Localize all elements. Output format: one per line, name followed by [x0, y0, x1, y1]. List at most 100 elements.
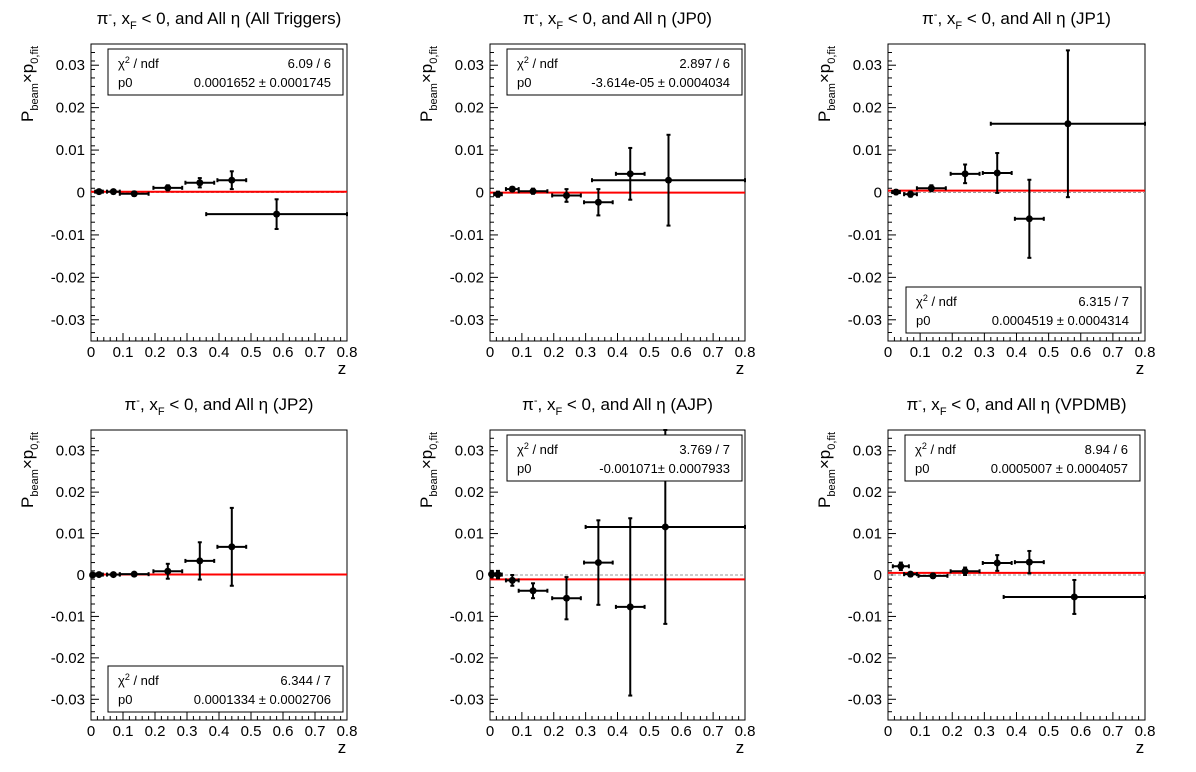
data-marker	[929, 572, 937, 580]
data-point	[891, 188, 901, 196]
y-axis-label: Pbeam×p0,fit	[815, 432, 838, 508]
y-tick-label: 0	[874, 185, 882, 202]
data-point	[591, 133, 746, 227]
data-point	[94, 571, 104, 579]
data-marker	[1070, 593, 1078, 601]
p0-label: p0	[517, 75, 531, 90]
data-marker	[508, 576, 516, 584]
x-tick-label: 0.1	[511, 723, 532, 740]
stats-box: χ2 / ndf 3.769 / 7 p0 -0.001071± 0.0007933	[506, 434, 743, 482]
chi2-ndf-value: 6.09 / 6	[288, 56, 331, 71]
y-tick-label: -0.03	[450, 691, 484, 708]
y-tick-label: 0.03	[853, 443, 882, 460]
y-tick-label: 0.01	[853, 526, 882, 543]
p0-value: -3.614e-05 ± 0.0004034	[591, 75, 730, 90]
y-tick-label: -0.02	[51, 269, 85, 286]
x-tick-label: 0.4	[209, 723, 230, 740]
x-axis-label: z	[736, 359, 745, 378]
data-marker	[95, 188, 103, 196]
stats-box: χ2 / ndf 6.315 / 7 p0 0.0004519 ± 0.0004314	[905, 286, 1142, 334]
y-tick-label: 0.03	[56, 57, 85, 74]
stats-box-frame	[107, 665, 344, 713]
y-tick-label: 0.01	[56, 142, 85, 159]
data-marker	[906, 570, 914, 578]
data-point	[903, 190, 918, 198]
y-tick-label: 0.03	[455, 443, 484, 460]
chart-panel-4: 0 0.1 0.2 0.3 0.4 0.5 0.6 0.7 0.8 -0.03 -0.02 -0.01…	[18, 395, 357, 757]
x-tick-label: 0.1	[113, 344, 134, 361]
y-axis-label: Pbeam×p0,fit	[815, 46, 838, 122]
data-point	[216, 506, 248, 587]
data-point	[981, 152, 1013, 194]
x-tick-label: 0.3	[177, 723, 198, 740]
y-tick-label: 0.02	[853, 100, 882, 117]
x-axis-label: z	[736, 738, 745, 757]
chi2-ndf-value: 2.897 / 6	[679, 56, 730, 71]
y-axis-label: Pbeam×p0,fit	[417, 46, 440, 122]
x-tick-label: 0.5	[241, 344, 262, 361]
y-tick-label: -0.02	[450, 650, 484, 667]
y-tick-label: -0.01	[848, 608, 882, 625]
data-point	[989, 49, 1146, 199]
data-marker	[961, 170, 969, 178]
x-tick-label: 0	[884, 344, 892, 361]
chi2-ndf-value: 3.769 / 7	[679, 442, 730, 457]
x-tick-label: 0.1	[511, 344, 532, 361]
data-marker	[897, 562, 905, 570]
data-marker	[494, 190, 502, 198]
p0-value: 0.0004519 ± 0.0004314	[992, 313, 1129, 328]
x-tick-label: 0.6	[671, 723, 692, 740]
chart-panel-2: 0 0.1 0.2 0.3 0.4 0.5 0.6 0.7 0.8 -0.03 -0.02 -0.01…	[417, 9, 755, 378]
data-marker	[196, 179, 204, 187]
y-tick-label: -0.02	[848, 269, 882, 286]
x-tick-label: 0.1	[910, 344, 931, 361]
data-point	[551, 576, 582, 621]
data-point	[216, 170, 248, 191]
data-marker	[95, 571, 103, 579]
x-tick-label: 0.3	[575, 344, 596, 361]
x-tick-label: 0.8	[337, 723, 358, 740]
chi2-ndf-value: 6.315 / 7	[1078, 294, 1129, 309]
data-point	[1002, 578, 1146, 615]
data-marker	[228, 543, 236, 551]
x-tick-label: 0.5	[241, 723, 262, 740]
data-marker	[273, 210, 281, 218]
y-tick-label: -0.02	[51, 650, 85, 667]
x-tick-label: 0.7	[703, 723, 724, 740]
y-tick-label: 0.02	[853, 484, 882, 501]
chart-title: π-, xF < 0, and All η (JP1)	[922, 9, 1111, 32]
y-tick-label: 0.01	[853, 142, 882, 159]
data-point	[517, 187, 549, 195]
p0-value: -0.001071± 0.0007933	[599, 461, 730, 476]
stats-box: χ2 / ndf 8.94 / 6 p0 0.0005007 ± 0.0004057	[904, 434, 1141, 482]
y-tick-label: -0.01	[51, 608, 85, 625]
y-tick-label: 0.02	[56, 100, 85, 117]
x-tick-label: 0.7	[305, 344, 326, 361]
x-tick-label: 0.5	[1038, 723, 1059, 740]
x-tick-label: 0.2	[942, 344, 963, 361]
stats-box: χ2 / ndf 6.09 / 6 p0 0.0001652 ± 0.0001745	[107, 48, 344, 96]
data-point	[184, 177, 216, 189]
y-tick-label: -0.03	[848, 691, 882, 708]
data-marker	[927, 184, 935, 192]
data-marker	[993, 559, 1001, 567]
data-marker	[1025, 558, 1033, 566]
y-tick-label: -0.01	[450, 608, 484, 625]
x-tick-label: 0.8	[1135, 344, 1156, 361]
y-tick-label: -0.03	[450, 312, 484, 329]
p0-label: p0	[118, 75, 132, 90]
data-marker	[130, 190, 138, 198]
y-tick-label: -0.03	[51, 312, 85, 329]
chart-panel-1: 0 0.1 0.2 0.3 0.4 0.5 0.6 0.7 0.8 -0.03 -0.02 -0.01…	[18, 9, 357, 378]
y-tick-label: 0.01	[455, 142, 484, 159]
data-marker	[594, 198, 602, 206]
data-point	[152, 184, 184, 192]
data-point	[551, 188, 582, 203]
x-tick-label: 0	[884, 723, 892, 740]
data-marker	[508, 185, 516, 193]
chi2-ndf-label: χ2 / ndf	[118, 55, 159, 71]
x-tick-label: 0.2	[543, 344, 564, 361]
y-tick-label: 0.03	[455, 57, 484, 74]
data-marker	[164, 567, 172, 575]
data-point	[981, 554, 1013, 572]
